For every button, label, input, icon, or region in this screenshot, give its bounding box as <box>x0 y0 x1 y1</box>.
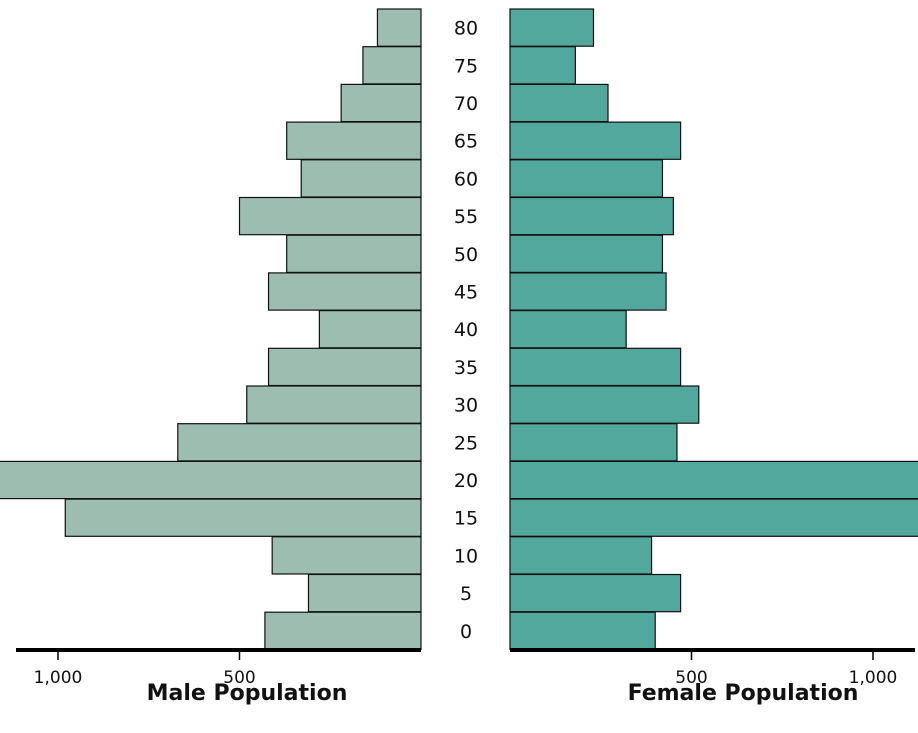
male-bar-age-15 <box>64 498 422 537</box>
age-label-55: 55 <box>454 206 478 228</box>
age-label-50: 50 <box>454 244 478 266</box>
age-label-35: 35 <box>454 357 478 379</box>
female-bar-age-65 <box>509 121 682 160</box>
age-label-70: 70 <box>454 93 478 115</box>
female-tick-label: 1,000 <box>849 668 898 688</box>
male-bar-age-35 <box>267 347 422 387</box>
female-bar-age-10 <box>509 536 653 575</box>
male-bar-age-75 <box>362 46 422 85</box>
male-bar-age-50 <box>286 234 422 273</box>
female-bar-age-60 <box>509 159 664 198</box>
female-axis-title: Female Population <box>628 681 859 706</box>
male-bar-age-25 <box>177 423 422 462</box>
male-bar-age-5 <box>307 573 422 613</box>
male-bar-age-60 <box>300 159 422 198</box>
female-bars <box>509 8 918 651</box>
male-bar-age-80 <box>376 8 422 47</box>
age-label-45: 45 <box>454 282 478 304</box>
male-tick-label: 500 <box>223 668 255 688</box>
age-label-5: 5 <box>460 583 472 605</box>
female-bar-age-5 <box>509 573 682 613</box>
male-tick-label: 1,000 <box>34 668 83 688</box>
age-label-0: 0 <box>460 621 472 643</box>
male-bar-age-65 <box>286 121 422 160</box>
age-labels: 0 5 10 15 20 25 30 35 40 45 50 55 60 65 70 75 80 <box>454 18 478 643</box>
age-label-30: 30 <box>454 395 478 417</box>
male-bar-age-55 <box>238 196 422 236</box>
female-tick-label: 500 <box>675 668 707 688</box>
age-label-60: 60 <box>454 168 478 190</box>
female-bar-age-40 <box>509 310 627 349</box>
female-bar-age-45 <box>509 272 667 311</box>
male-bar-age-0 <box>264 611 422 651</box>
age-label-20: 20 <box>454 470 478 492</box>
age-label-75: 75 <box>454 55 478 77</box>
female-bar-age-80 <box>509 8 595 47</box>
female-bar-age-30 <box>509 385 700 424</box>
male-bar-age-70 <box>340 83 422 123</box>
female-bar-age-70 <box>509 83 609 123</box>
male-bar-age-10 <box>271 536 422 575</box>
male-bar-age-45 <box>267 272 422 311</box>
male-axis-title: Male Population <box>147 681 348 706</box>
age-label-65: 65 <box>454 131 478 153</box>
age-label-25: 25 <box>454 432 478 454</box>
male-bar-age-20 <box>0 460 422 500</box>
female-bar-age-50 <box>509 234 664 273</box>
age-label-80: 80 <box>454 18 478 40</box>
female-bar-age-55 <box>509 196 674 236</box>
male-bar-age-30 <box>246 385 422 424</box>
female-bar-age-0 <box>509 611 656 651</box>
female-bar-age-25 <box>509 423 678 462</box>
male-bar-age-40 <box>318 310 422 349</box>
age-label-40: 40 <box>454 319 478 341</box>
male-bars <box>0 8 422 651</box>
age-label-10: 10 <box>454 545 478 567</box>
female-bar-age-20 <box>509 460 918 500</box>
female-bar-age-15 <box>509 498 918 537</box>
female-bar-age-35 <box>509 347 682 387</box>
female-bar-age-75 <box>509 46 576 85</box>
age-label-15: 15 <box>454 508 478 530</box>
